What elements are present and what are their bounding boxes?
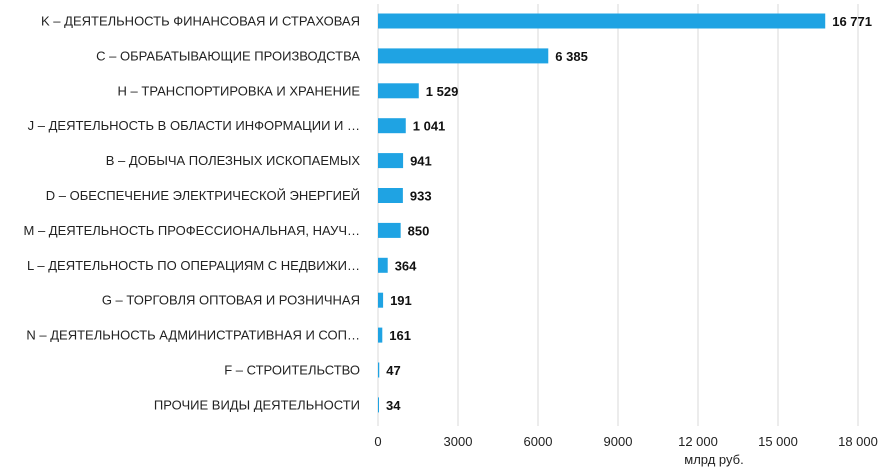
x-axis-title: млрд руб. <box>684 452 743 467</box>
bar <box>378 222 401 238</box>
category-label: H – ТРАНСПОРТИРОВКА И ХРАНЕНИЕ <box>118 83 361 98</box>
bar <box>378 362 380 378</box>
x-tick-label: 18 000 <box>838 434 878 449</box>
bar <box>378 257 388 273</box>
x-tick-label: 0 <box>374 434 381 449</box>
value-label: 6 385 <box>555 49 588 64</box>
value-label: 941 <box>410 154 432 169</box>
x-tick-label: 12 000 <box>678 434 718 449</box>
value-label: 1 529 <box>426 84 459 99</box>
category-label: B – ДОБЫЧА ПОЛЕЗНЫХ ИСКОПАЕМЫХ <box>106 153 361 168</box>
category-label: F – СТРОИТЕЛЬСТВО <box>224 363 360 378</box>
category-label: D – ОБЕСПЕЧЕНИЕ ЭЛЕКТРИЧЕСКОЙ ЭНЕРГИЕЙ <box>46 188 360 203</box>
value-label: 850 <box>408 223 430 238</box>
value-label: 16 771 <box>832 14 872 29</box>
value-label: 47 <box>386 363 400 378</box>
value-label: 191 <box>390 293 412 308</box>
bar <box>378 292 384 308</box>
bar <box>378 118 406 134</box>
category-label: K – ДЕЯТЕЛЬНОСТЬ ФИНАНСОВАЯ И СТРАХОВАЯ <box>41 14 360 29</box>
category-label: N – ДЕЯТЕЛЬНОСТЬ АДМИНИСТРАТИВНАЯ И СОП… <box>26 328 360 343</box>
value-label: 364 <box>395 258 417 273</box>
category-label: L – ДЕЯТЕЛЬНОСТЬ ПО ОПЕРАЦИЯМ С НЕДВИЖИ… <box>27 258 360 273</box>
bar <box>378 188 403 203</box>
value-label: 1 041 <box>413 119 446 134</box>
bar <box>378 13 826 29</box>
x-tick-label: 3000 <box>444 434 473 449</box>
bar <box>378 153 404 169</box>
category-label: C – ОБРАБАТЫВАЮЩИЕ ПРОИЗВОДСТВА <box>96 48 360 63</box>
category-label: G – ТОРГОВЛЯ ОПТОВАЯ И РОЗНИЧНАЯ <box>102 293 360 308</box>
x-tick-label: 6000 <box>524 434 553 449</box>
value-label: 933 <box>410 189 432 204</box>
bar <box>378 48 549 64</box>
category-label: M – ДЕЯТЕЛЬНОСТЬ ПРОФЕССИОНАЛЬНАЯ, НАУЧ… <box>24 223 360 238</box>
bar <box>378 83 419 99</box>
category-label: J – ДЕЯТЕЛЬНОСТЬ В ОБЛАСТИ ИНФОРМАЦИИ И … <box>28 118 360 133</box>
category-label: ПРОЧИЕ ВИДЫ ДЕЯТЕЛЬНОСТИ <box>154 397 360 412</box>
bar <box>378 397 379 413</box>
value-label: 34 <box>386 398 401 413</box>
value-label: 161 <box>389 328 411 343</box>
x-tick-label: 9000 <box>604 434 633 449</box>
bar <box>378 327 383 343</box>
x-tick-label: 15 000 <box>758 434 798 449</box>
